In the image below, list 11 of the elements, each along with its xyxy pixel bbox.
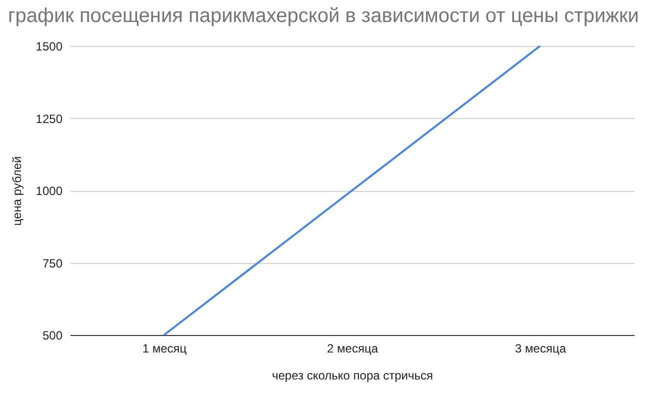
chart-title: график посещения парикмахерской в зависимости от цены стрижки [8,5,639,27]
y-tick-label: 500 [42,328,63,342]
y-tick-label: 1250 [36,112,63,126]
y-tick-label: 1500 [36,40,63,54]
x-tick-label: 3 месяца [515,342,566,356]
y-tick-label: 1000 [36,184,63,198]
y-axis-title: цена рублей [10,156,24,226]
y-tick-label: 750 [42,256,63,270]
x-tick-label: 1 месяц [142,342,187,356]
x-tick-label: 2 месяца [327,342,378,356]
x-axis-title: через сколько пора стричься [272,368,434,382]
